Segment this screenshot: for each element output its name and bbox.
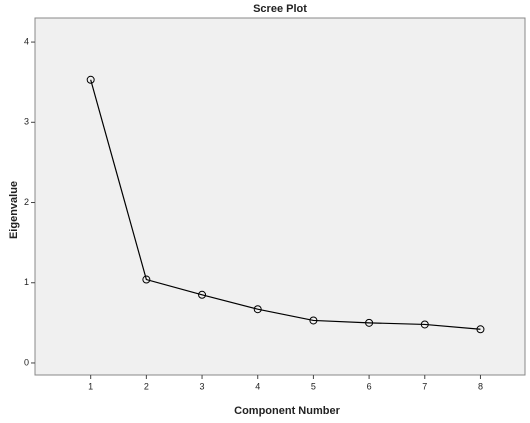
- x-tick-label: 1: [88, 381, 93, 391]
- y-tick-label: 3: [24, 117, 29, 127]
- y-tick-label: 0: [24, 357, 29, 367]
- series-line: [90, 79, 481, 330]
- x-tick-label: 7: [422, 381, 427, 391]
- y-tick-label: 4: [24, 36, 29, 46]
- point: [142, 275, 151, 284]
- plot-area: [34, 17, 526, 376]
- point: [309, 316, 318, 325]
- x-tick-label: 2: [144, 381, 149, 391]
- x-tick-label: 3: [200, 381, 205, 391]
- point: [253, 305, 262, 314]
- x-tick-label: 5: [311, 381, 316, 391]
- x-tick-label: 8: [478, 381, 483, 391]
- point: [86, 75, 95, 84]
- chart-title: Scree Plot: [253, 3, 307, 15]
- point: [198, 290, 207, 299]
- point: [476, 325, 485, 334]
- y-tick-label: 2: [24, 197, 29, 207]
- point: [365, 318, 374, 327]
- x-tick-label: 4: [255, 381, 260, 391]
- y-tick-label: 1: [24, 277, 29, 287]
- y-axis-label: Eigenvalue: [8, 181, 20, 239]
- x-tick-label: 6: [367, 381, 372, 391]
- point: [420, 320, 429, 329]
- x-axis-label: Component Number: [234, 405, 340, 417]
